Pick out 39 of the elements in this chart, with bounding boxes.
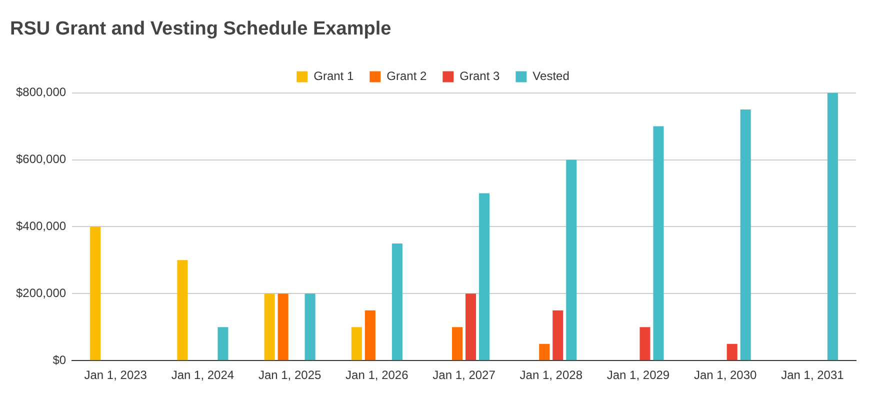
bar <box>90 226 101 360</box>
bar <box>479 193 490 360</box>
bar <box>566 160 577 360</box>
bar <box>278 294 288 360</box>
x-tick-label: Jan 1, 2029 <box>606 368 670 382</box>
bar <box>740 110 751 360</box>
x-tick-label: Jan 1, 2026 <box>346 368 409 382</box>
y-tick-label: $200,000 <box>16 286 66 300</box>
bar <box>827 92 838 360</box>
bar <box>539 344 550 360</box>
chart-title: RSU Grant and Vesting Schedule Example <box>10 18 392 40</box>
x-tick-label: Jan 1, 2028 <box>520 368 583 382</box>
legend-label: Vested <box>532 69 570 84</box>
bar <box>264 294 275 360</box>
bar <box>364 310 376 360</box>
y-tick-label: $0 <box>52 352 66 367</box>
bar <box>452 327 463 360</box>
x-tick-label: Jan 1, 2027 <box>432 368 496 382</box>
y-tick-label: $800,000 <box>16 85 66 100</box>
x-tick-label: Jan 1, 2024 <box>171 368 234 382</box>
bar <box>351 327 362 360</box>
x-tick-label: Jan 1, 2031 <box>781 368 844 382</box>
bar <box>640 327 650 360</box>
x-tick-label: Jan 1, 2023 <box>84 368 148 382</box>
bar <box>218 327 228 360</box>
bar <box>304 294 316 360</box>
bar <box>177 260 188 360</box>
legend-label: Grant 3 <box>460 69 500 84</box>
bar <box>653 126 664 360</box>
y-tick-label: $600,000 <box>16 152 66 166</box>
bar <box>466 294 476 360</box>
bar <box>726 344 738 360</box>
x-tick-label: Jan 1, 2030 <box>694 368 758 382</box>
x-tick-label: Jan 1, 2025 <box>258 368 322 382</box>
bar <box>552 310 564 360</box>
bar <box>392 243 402 360</box>
y-tick-label: $400,000 <box>16 219 66 234</box>
legend-label: Grant 1 <box>314 69 354 84</box>
legend-label: Grant 2 <box>386 69 427 84</box>
